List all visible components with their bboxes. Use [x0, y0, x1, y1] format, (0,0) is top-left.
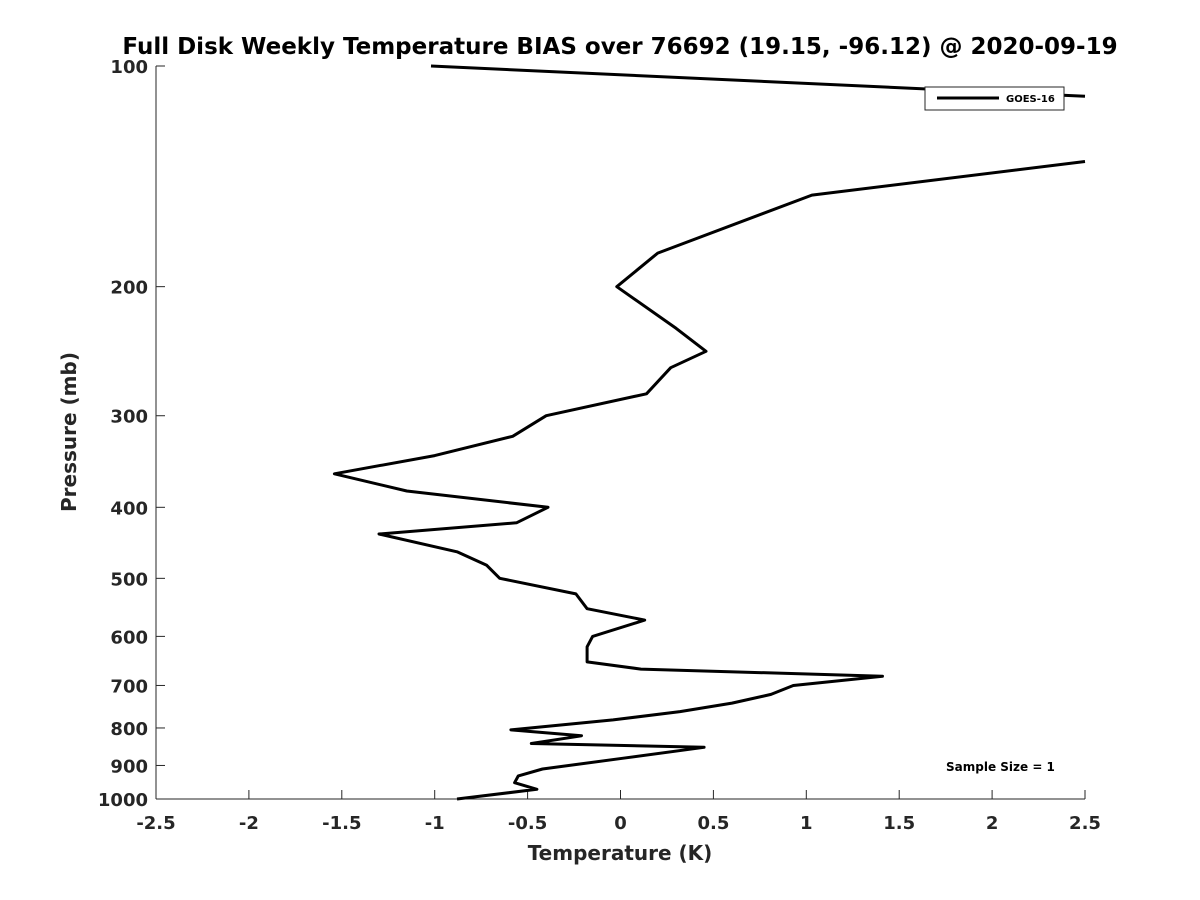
x-tick-label: 2.5 [1069, 813, 1101, 834]
x-tick-label: -2.5 [136, 813, 175, 834]
x-tick-label: 0.5 [697, 813, 729, 834]
x-tick-label: 1 [800, 813, 813, 834]
y-tick-label: 600 [110, 627, 148, 648]
legend-label-goes-16: GOES-16 [1006, 94, 1055, 105]
x-tick-label: -1 [425, 813, 445, 834]
y-tick-label: 200 [110, 278, 148, 299]
x-tick-label: -0.5 [508, 813, 547, 834]
y-tick-label: 500 [110, 569, 148, 590]
series-line-goes-16 [332, 160, 1086, 801]
y-tick-label: 100 [110, 57, 148, 78]
x-tick-label: 0 [614, 813, 627, 834]
chart-title: Full Disk Weekly Temperature BIAS over 7… [122, 34, 1117, 60]
y-tick-label: 300 [110, 407, 148, 428]
series-layer [332, 64, 1086, 801]
y-axis-label: Pressure (mb) [57, 352, 81, 512]
x-tick-label: -1.5 [322, 813, 361, 834]
y-tick-label: 700 [110, 676, 148, 697]
y-tick-label: 1000 [98, 790, 148, 811]
y-tick-label: 900 [110, 756, 148, 777]
x-ticks: -2.5 -2 -1.5 -1 -0.5 0 0.5 1 1.5 2 2.5 [136, 790, 1101, 834]
x-axis-label: Temperature (K) [528, 841, 713, 865]
x-tick-label: -2 [239, 813, 259, 834]
sample-size-annotation: Sample Size = 1 [946, 760, 1055, 774]
x-tick-label: 2 [986, 813, 999, 834]
y-tick-label: 400 [110, 498, 148, 519]
y-tick-label: 800 [110, 719, 148, 740]
x-tick-label: 1.5 [883, 813, 915, 834]
y-ticks: 100 200 300 400 500 600 700 800 900 1000 [98, 57, 165, 811]
axes [155, 66, 1085, 800]
legend: GOES-16 [924, 86, 1065, 111]
